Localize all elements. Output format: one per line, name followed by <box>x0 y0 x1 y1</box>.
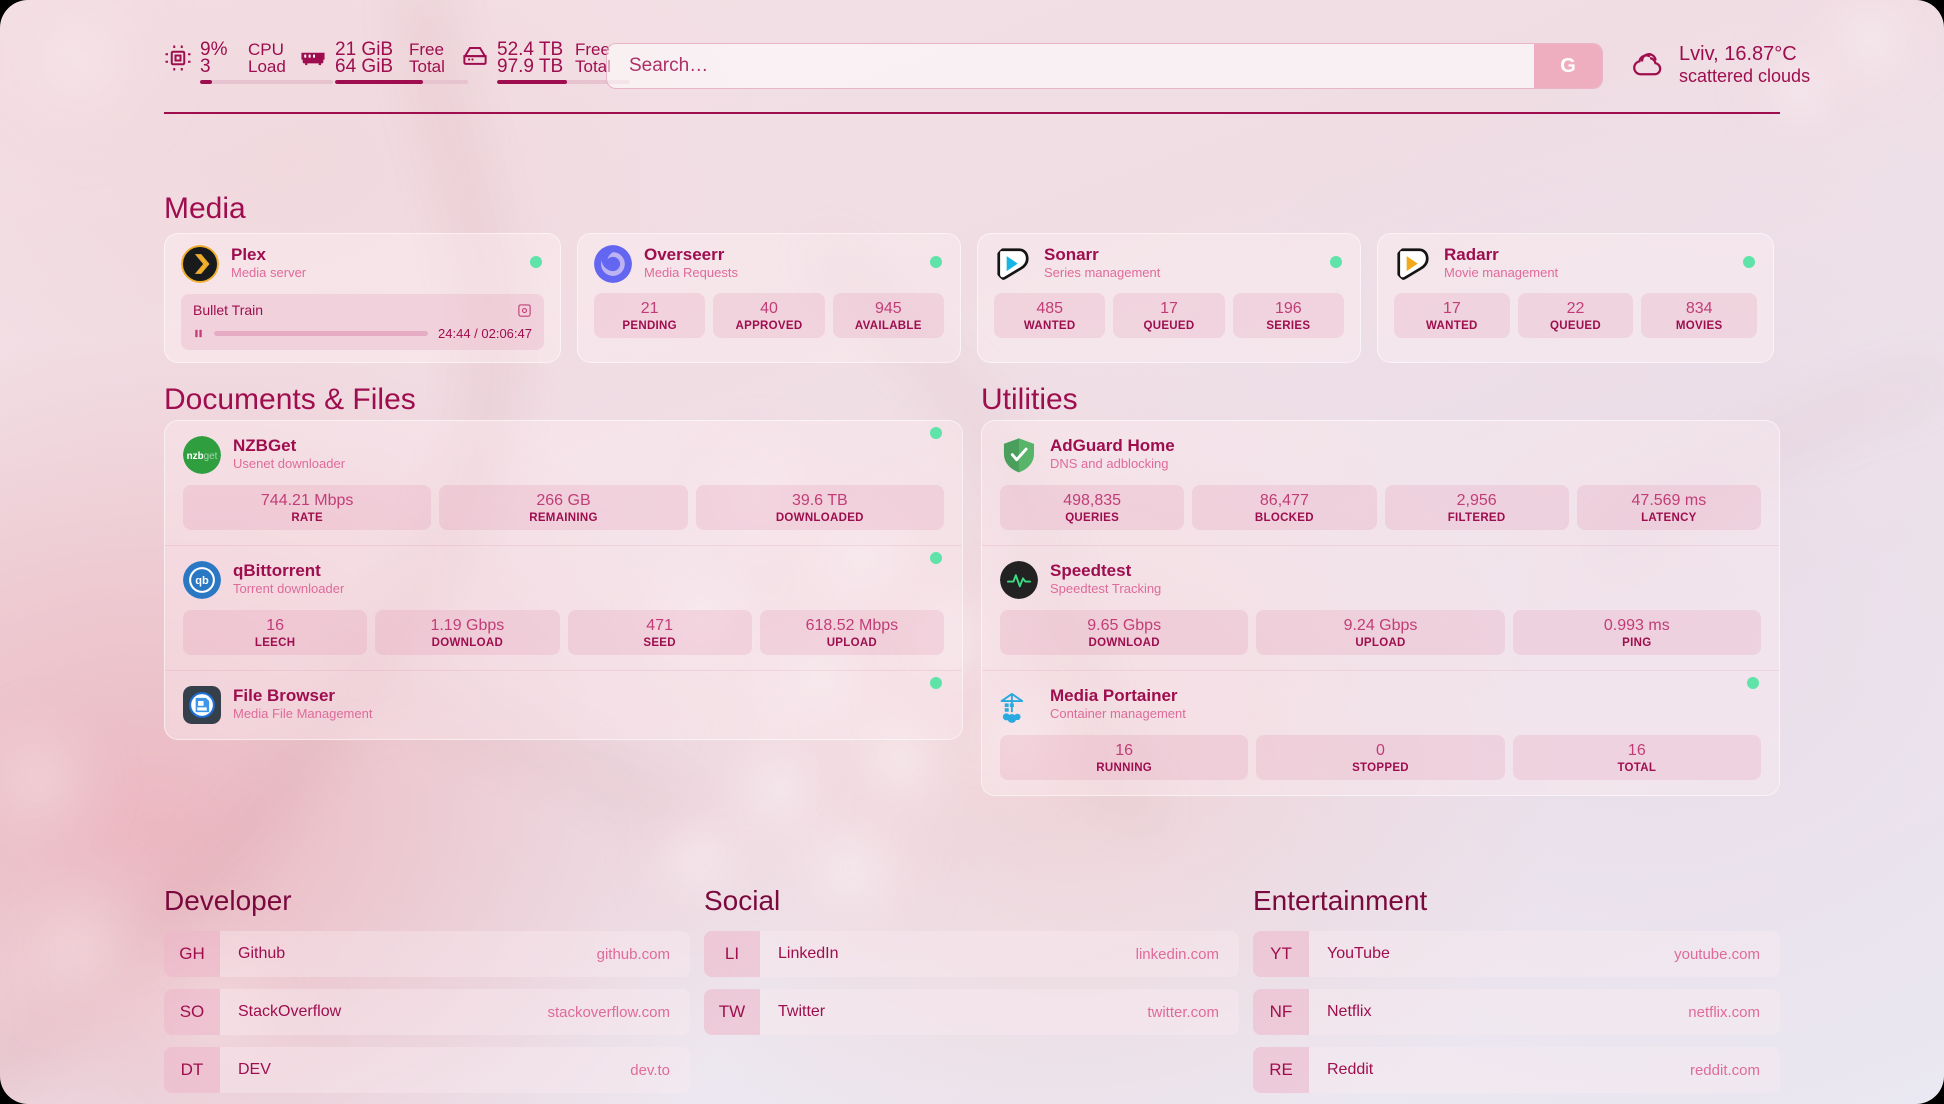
svg-text:qb: qb <box>195 575 209 587</box>
svg-text:nzbget: nzbget <box>187 451 218 462</box>
